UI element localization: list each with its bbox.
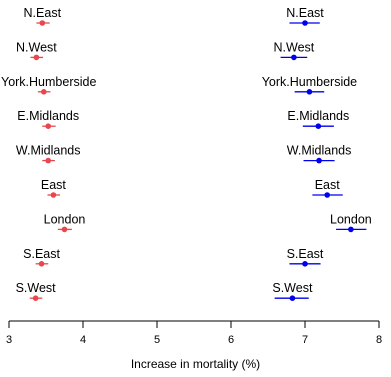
region-label: S.East	[287, 247, 324, 261]
x-axis: 3 4 5 6 7 8	[6, 320, 382, 346]
region-label: N.East	[24, 6, 62, 20]
point-estimate	[40, 89, 47, 95]
x-tick-label: 6	[228, 334, 234, 346]
region-label: N.West	[274, 40, 315, 54]
x-tick-label: 8	[376, 334, 382, 346]
point-estimate	[61, 226, 68, 233]
region-label: East	[41, 178, 67, 192]
region-label: London	[44, 212, 86, 226]
point-estimate	[50, 192, 57, 198]
x-tick-label: 5	[154, 334, 160, 346]
point-estimate	[45, 157, 52, 164]
region-label: W.Midlands	[16, 144, 81, 158]
region-label: S.West	[16, 281, 57, 295]
point-estimate	[302, 20, 308, 26]
x-tick-label: 7	[302, 334, 308, 346]
point-estimate	[315, 123, 322, 129]
point-estimate	[39, 20, 46, 26]
point-estimate	[32, 295, 39, 302]
x-tick-label: 4	[80, 334, 86, 346]
region-label: E.Midlands	[17, 109, 79, 123]
point-estimate	[291, 54, 297, 61]
point-estimate	[38, 261, 45, 267]
region-label: East	[315, 178, 341, 192]
region-label: W.Midlands	[287, 144, 352, 158]
series-1: N.East N.West York.Humberside E.Midlands W.M…	[1, 6, 96, 302]
region-label: S.East	[23, 247, 60, 261]
point-estimate	[306, 89, 313, 95]
point-estimate	[33, 54, 40, 61]
point-estimate	[302, 261, 308, 267]
region-label: S.West	[272, 281, 313, 295]
x-axis-title: Increase in mortality (%)	[131, 357, 260, 371]
point-estimate	[316, 157, 322, 164]
region-label: London	[330, 212, 372, 226]
x-tick-label: 3	[6, 334, 12, 346]
series-2: N.East N.West York.Humberside E.Midlands W.M…	[262, 6, 372, 302]
region-label: N.East	[286, 6, 324, 20]
point-estimate	[348, 226, 354, 233]
plot-area: N.East N.West York.Humberside E.Midlands W.M…	[1, 6, 372, 302]
point-estimate	[45, 123, 52, 129]
region-label: York.Humberside	[262, 75, 357, 89]
point-estimate	[289, 295, 296, 302]
region-label: E.Midlands	[287, 109, 349, 123]
point-estimate	[324, 192, 331, 198]
region-label: York.Humberside	[1, 75, 96, 89]
region-label: N.West	[16, 40, 57, 54]
